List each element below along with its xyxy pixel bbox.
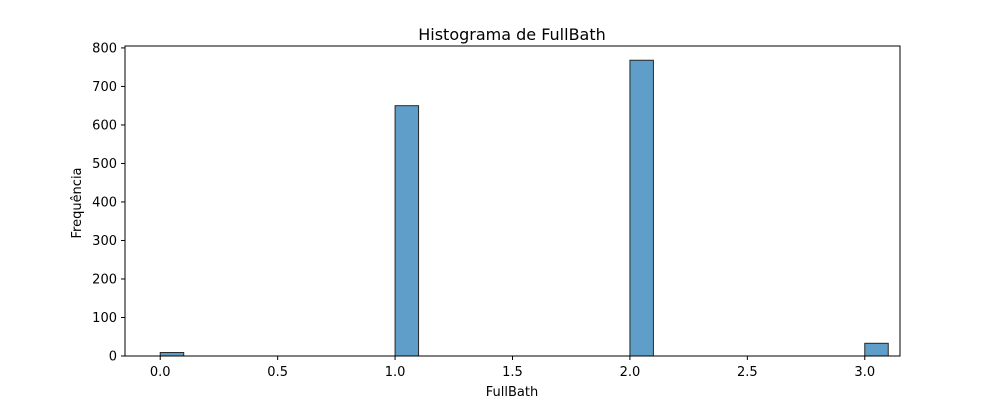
histogram-bar <box>864 342 889 357</box>
x-tick-label: 0.5 <box>267 365 288 380</box>
y-tick-label: 200 <box>92 272 117 287</box>
histogram-bar <box>394 105 420 357</box>
x-axis-label: FullBath <box>486 385 538 400</box>
x-tick-label: 1.5 <box>502 365 523 380</box>
y-tick-label: 800 <box>92 41 117 56</box>
plot-frame <box>124 45 901 357</box>
x-tick-label: 3.0 <box>854 365 875 380</box>
y-tick-label: 400 <box>92 195 117 210</box>
x-tick-label: 2.0 <box>620 365 641 380</box>
x-tick-label: 0.0 <box>150 365 171 380</box>
y-tick-label: 700 <box>92 80 117 95</box>
x-axis-ticks: 0.0 0.5 1.0 1.5 2.0 2.5 3.0 <box>150 356 875 380</box>
y-tick-label: 100 <box>92 311 117 326</box>
y-tick-label: 300 <box>92 234 117 249</box>
y-tick-label: 500 <box>92 157 117 172</box>
y-tick-label: 0 <box>109 350 117 365</box>
x-tick-label: 2.5 <box>737 365 758 380</box>
y-axis-label: Frequência <box>70 167 85 238</box>
x-tick-label: 1.0 <box>385 365 406 380</box>
chart-title: Histograma de FullBath <box>418 25 606 44</box>
histogram-bar <box>629 59 654 357</box>
y-axis-ticks: 0 100 200 300 400 500 600 700 800 <box>92 41 125 365</box>
histogram-bar <box>159 352 185 357</box>
bars-group <box>159 59 889 357</box>
y-tick-label: 600 <box>92 118 117 133</box>
